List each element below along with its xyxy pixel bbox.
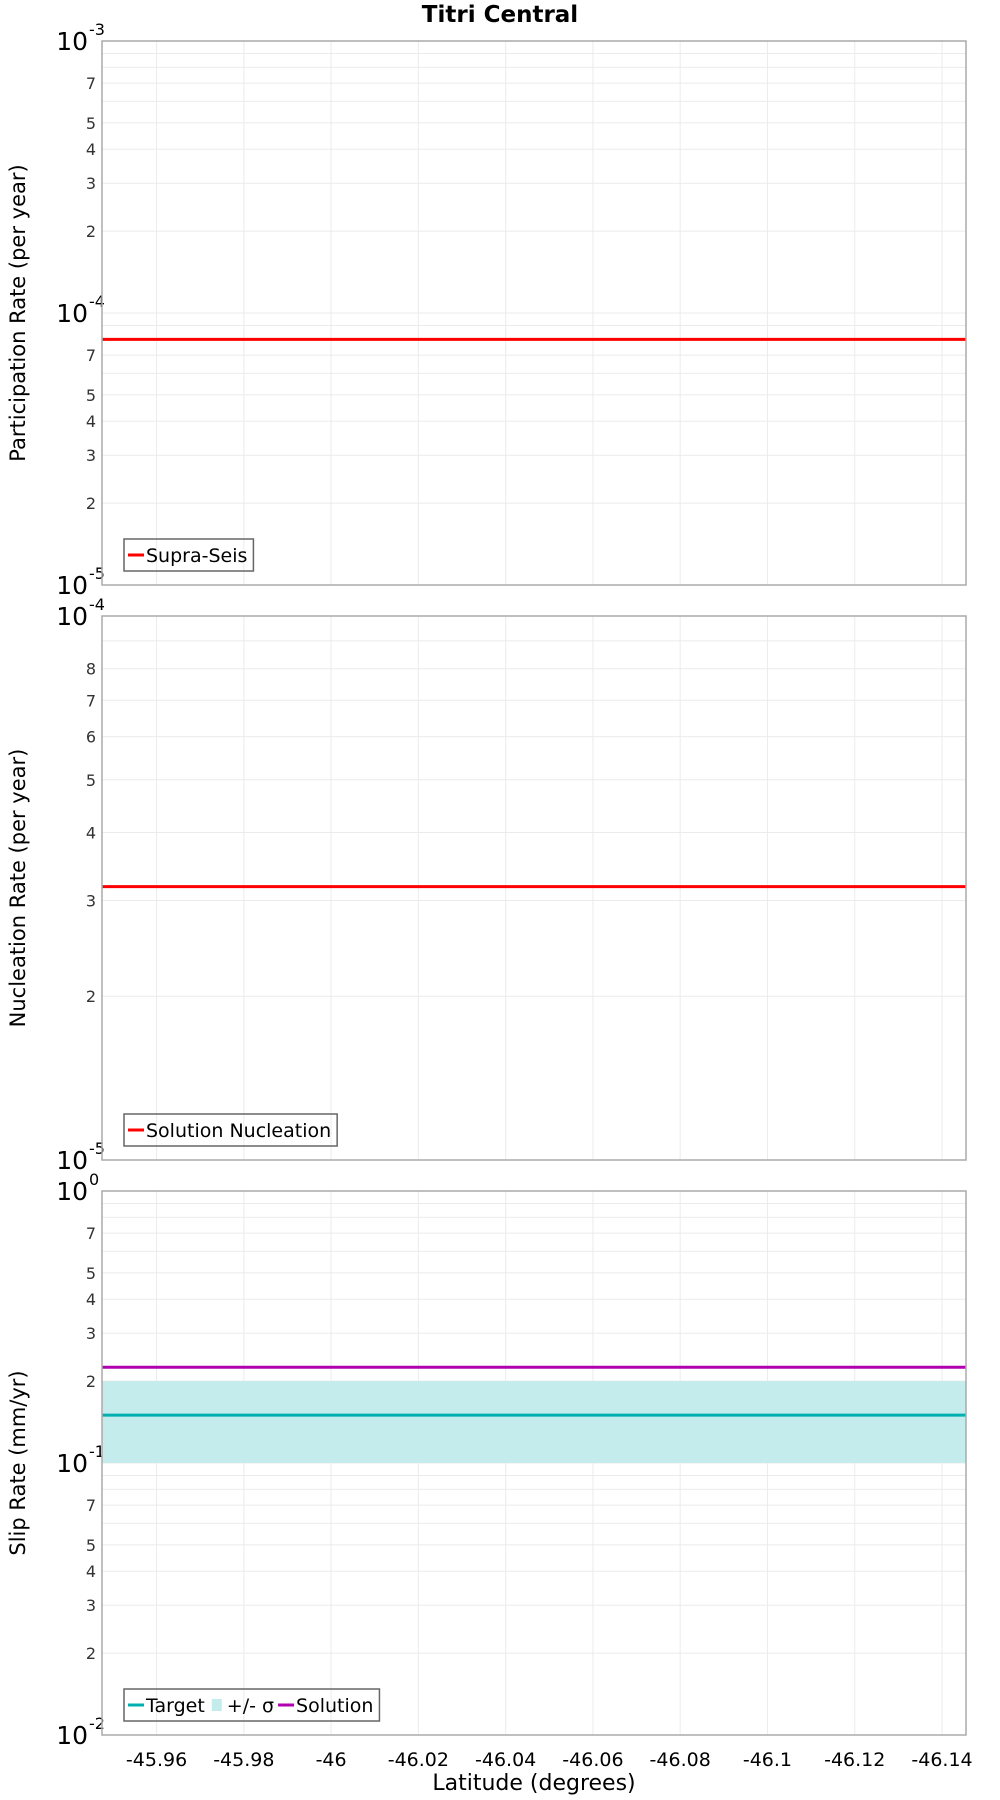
- plot-frame: [101, 615, 967, 1161]
- x-tick-label: -46.06: [562, 1749, 623, 1771]
- y-tick-label: 5: [86, 1264, 96, 1283]
- y-tick-label: 3: [86, 891, 96, 910]
- y-major-tick-exponent: -5: [89, 1139, 105, 1158]
- legend-swatch-band: [211, 1699, 222, 1711]
- y-major-tick-exponent: -2: [89, 1714, 105, 1733]
- y-tick-label: 5: [86, 114, 96, 133]
- y-tick-label: 2: [86, 987, 96, 1006]
- legend-box: [123, 538, 255, 572]
- y-tick-label: 4: [86, 412, 96, 431]
- y-tick-label: 3: [86, 1324, 96, 1343]
- legend-label: Supra-Seis: [146, 545, 247, 567]
- y-major-tick-exponent: -1: [89, 1442, 105, 1461]
- y-tick-label: 3: [86, 1596, 96, 1615]
- y-tick-label: 4: [86, 823, 96, 842]
- y-tick-label: 5: [86, 1536, 96, 1555]
- x-tick-label: -46.04: [475, 1749, 536, 1771]
- legend-label: Solution: [296, 1695, 373, 1717]
- y-tick-label: 2: [86, 222, 96, 241]
- y-major-tick-exponent: -3: [89, 20, 105, 39]
- y-major-tick-exponent: -4: [89, 595, 105, 614]
- legend-label: +/- σ: [227, 1695, 274, 1717]
- legend-label: Target: [145, 1695, 205, 1717]
- x-tick-label: -45.96: [126, 1749, 187, 1771]
- x-tick-label: -46.14: [911, 1749, 972, 1771]
- x-axis-label: Latitude (degrees): [432, 1771, 636, 1796]
- y-major-tick-exponent: -4: [89, 292, 105, 311]
- y-axis-label: Participation Rate (per year): [6, 164, 30, 461]
- y-tick-label: 7: [86, 1224, 96, 1243]
- y-major-tick-label: 10: [56, 571, 88, 600]
- y-major-tick-exponent: -5: [89, 564, 105, 583]
- plot-frame: [101, 1190, 967, 1736]
- y-major-tick-label: 10: [56, 27, 88, 56]
- y-tick-label: 3: [86, 174, 96, 193]
- y-major-tick-label: 10: [56, 299, 88, 328]
- plot-frame: [101, 40, 967, 586]
- y-major-tick-label: 10: [56, 602, 88, 631]
- legend: Supra-Seis: [123, 538, 255, 572]
- y-tick-label: 8: [86, 660, 96, 679]
- y-tick-label: 4: [86, 140, 96, 159]
- y-tick-label: 2: [86, 1372, 96, 1391]
- y-major-tick-label: 10: [56, 1146, 88, 1175]
- x-tick-label: -46.12: [824, 1749, 885, 1771]
- legend-box: [123, 1113, 338, 1147]
- legend: Target +/- σ Solution: [123, 1688, 381, 1722]
- y-tick-label: 2: [86, 1644, 96, 1663]
- x-tick-label: -46: [316, 1749, 347, 1771]
- y-axis-label: Slip Rate (mm/yr): [6, 1370, 30, 1555]
- y-axis-label: Nucleation Rate (per year): [6, 749, 30, 1028]
- y-major-tick-label: 10: [56, 1449, 88, 1478]
- y-tick-label: 7: [86, 691, 96, 710]
- x-tick-label: -46.02: [388, 1749, 449, 1771]
- y-tick-label: 7: [86, 346, 96, 365]
- y-tick-label: 4: [86, 1562, 96, 1581]
- chart-title: Titri Central: [421, 2, 579, 28]
- legend-box: [123, 1688, 381, 1722]
- legend-label: Solution Nucleation: [146, 1120, 331, 1142]
- y-tick-label: 3: [86, 446, 96, 465]
- x-tick-label: -45.98: [213, 1749, 274, 1771]
- legend: Solution Nucleation: [123, 1113, 338, 1147]
- y-major-tick-exponent: 0: [89, 1170, 99, 1189]
- y-tick-label: 7: [86, 74, 96, 93]
- y-major-tick-label: 10: [56, 1721, 88, 1750]
- y-major-tick-label: 10: [56, 1177, 88, 1206]
- y-tick-label: 7: [86, 1496, 96, 1515]
- sigma-band: [102, 1381, 966, 1463]
- y-tick-label: 4: [86, 1290, 96, 1309]
- y-tick-label: 5: [86, 771, 96, 790]
- y-tick-label: 6: [86, 728, 96, 747]
- y-tick-label: 5: [86, 386, 96, 405]
- x-tick-label: -46.08: [650, 1749, 711, 1771]
- x-tick-label: -46.1: [743, 1749, 792, 1771]
- y-tick-label: 2: [86, 494, 96, 513]
